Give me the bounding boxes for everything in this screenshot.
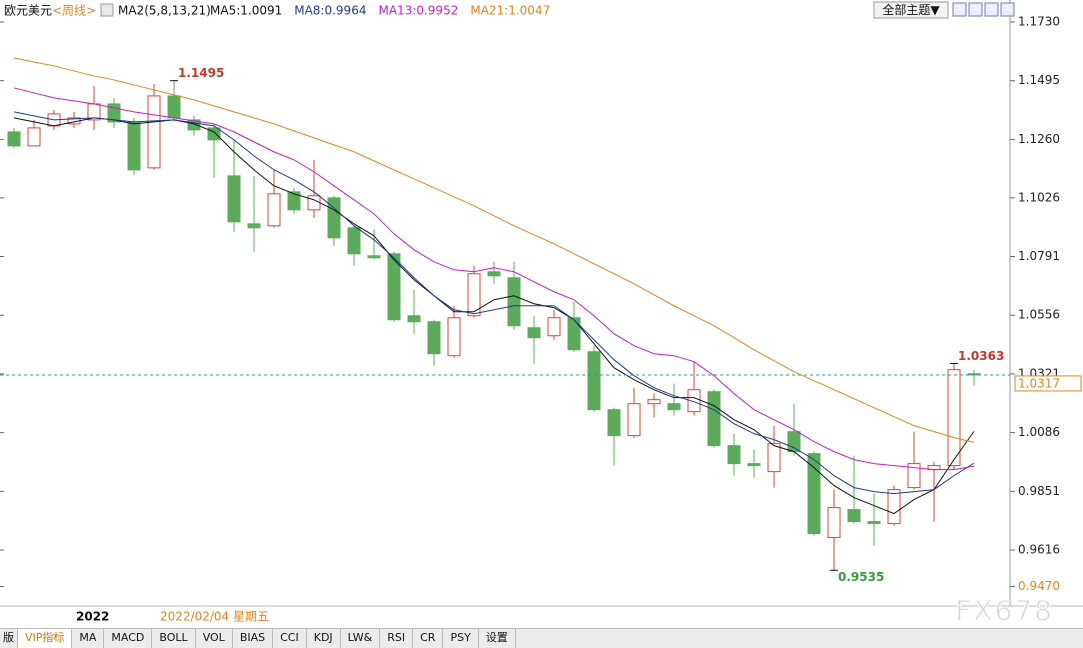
- candle-body: [147, 95, 161, 169]
- candle-body: [407, 315, 421, 323]
- tab[interactable]: CCI: [273, 629, 307, 648]
- candle-body: [367, 255, 381, 259]
- candle-body: [827, 507, 841, 539]
- tab[interactable]: LW&: [341, 629, 381, 648]
- candle-body: [747, 463, 761, 467]
- candle-body: [687, 389, 701, 413]
- indicator: MA2(5,8,13,21): [118, 4, 211, 18]
- candle-body: [807, 453, 821, 535]
- candle-body: [507, 277, 521, 327]
- candle-body: [347, 227, 361, 255]
- last-price-label: 1.0317: [1018, 376, 1060, 390]
- candle-body: [947, 369, 961, 467]
- candle-body: [267, 193, 281, 227]
- candle-body: [567, 317, 581, 351]
- plot: 1.1495 1.0363 0.9535: [0, 57, 1010, 584]
- x-label: 2022/02/04 星期五: [160, 610, 269, 624]
- y-tick-label: 1.0086: [1018, 425, 1060, 439]
- theme-button-label[interactable]: 全部主题▼: [882, 2, 940, 17]
- legend-entry: MA8:0.9964: [294, 4, 366, 18]
- candle-body: [387, 253, 401, 321]
- tab[interactable]: 版: [0, 629, 18, 648]
- tab[interactable]: MA: [72, 629, 105, 648]
- legend-entry: MA21:1.0047: [470, 4, 550, 18]
- candle-body: [727, 445, 741, 465]
- candle-body: [707, 391, 721, 447]
- y-tick-label: 1.1730: [1018, 14, 1060, 28]
- tab[interactable]: KDJ: [307, 629, 341, 648]
- legend-entry: MA5:1.0091: [210, 4, 282, 18]
- candle-body: [307, 195, 321, 211]
- tool-icon[interactable]: [952, 2, 967, 17]
- legend-entry: MA13:0.9952: [378, 4, 458, 18]
- candle-body: [667, 403, 681, 411]
- y-tick-label: 0.9616: [1018, 543, 1060, 557]
- candle-body: [847, 509, 861, 523]
- tab[interactable]: 设置: [479, 629, 516, 648]
- candle-body: [767, 443, 781, 473]
- tab[interactable]: BOLL: [152, 629, 196, 648]
- y-tick-label: 1.1026: [1018, 190, 1060, 204]
- candle-body: [427, 321, 441, 355]
- chart: 1.1495 1.0363 0.9535 欧元美元 <周线> MA2(5,8,13,…: [0, 0, 1083, 628]
- tab-bar: 版 VIP指标 MA MACD BOLL VOL BIAS CCI KDJ LW& RSI CR PSY…: [0, 628, 1083, 648]
- tab[interactable]: PSY: [443, 629, 479, 648]
- ma-line: [13, 87, 975, 471]
- tab[interactable]: BIAS: [233, 629, 274, 648]
- x-label: 2022: [76, 610, 109, 624]
- tab[interactable]: CR: [413, 629, 444, 648]
- extreme-label: 1.1495: [178, 66, 224, 80]
- candle-body: [207, 127, 221, 141]
- candle-body: [527, 327, 541, 339]
- theme-button[interactable]: [873, 1, 949, 19]
- candle-body: [607, 409, 621, 437]
- tool-icon[interactable]: [968, 2, 983, 17]
- candle-body: [287, 191, 301, 211]
- y-tick-label: 1.1495: [1018, 73, 1060, 87]
- ma-line: [13, 57, 975, 443]
- extreme-label: 0.9535: [838, 570, 884, 584]
- y-tick-label: 0.9470: [1018, 579, 1060, 593]
- candle-body: [27, 127, 41, 147]
- candle-body: [547, 317, 561, 337]
- candle-body: [127, 121, 141, 171]
- tool-icon[interactable]: [984, 2, 999, 17]
- candle-body: [227, 175, 241, 223]
- candle-body: [167, 95, 181, 119]
- candle-body: [7, 131, 21, 147]
- header: 欧元美元 <周线> MA2(5,8,13,21) 全部主题▼ MA5:1.009…: [4, 1, 1015, 19]
- tab[interactable]: RSI: [380, 629, 414, 648]
- last-price-box: [1014, 375, 1082, 392]
- tab[interactable]: VOL: [196, 629, 233, 648]
- period: <周线>: [52, 4, 96, 18]
- background: [0, 0, 1083, 628]
- candle-body: [587, 351, 601, 411]
- candle-body: [867, 521, 881, 525]
- candle-body: [787, 431, 801, 453]
- candle-body: [907, 463, 921, 489]
- candle-body: [487, 271, 501, 277]
- watermark: FX678: [955, 594, 1054, 627]
- candle-body: [647, 399, 661, 405]
- candle-body: [187, 119, 201, 131]
- extreme-label: 1.0363: [958, 349, 1004, 363]
- tab[interactable]: VIP指标: [18, 629, 73, 648]
- candle-body: [887, 489, 901, 525]
- candle-body: [447, 317, 461, 357]
- y-tick-label: 1.0791: [1018, 249, 1060, 263]
- y-tick-label: 0.9851: [1018, 484, 1060, 498]
- candle-body: [627, 403, 641, 437]
- candle-body: [467, 273, 481, 317]
- y-tick-label: 1.0556: [1018, 308, 1060, 322]
- candle-body: [247, 223, 261, 229]
- y-tick-label: 1.1260: [1018, 132, 1060, 146]
- tab[interactable]: MACD: [104, 629, 153, 648]
- indicator-icon[interactable]: [100, 3, 114, 17]
- ma-line: [13, 111, 975, 495]
- tool-icon[interactable]: [1000, 2, 1015, 17]
- symbol: 欧元美元: [4, 4, 52, 18]
